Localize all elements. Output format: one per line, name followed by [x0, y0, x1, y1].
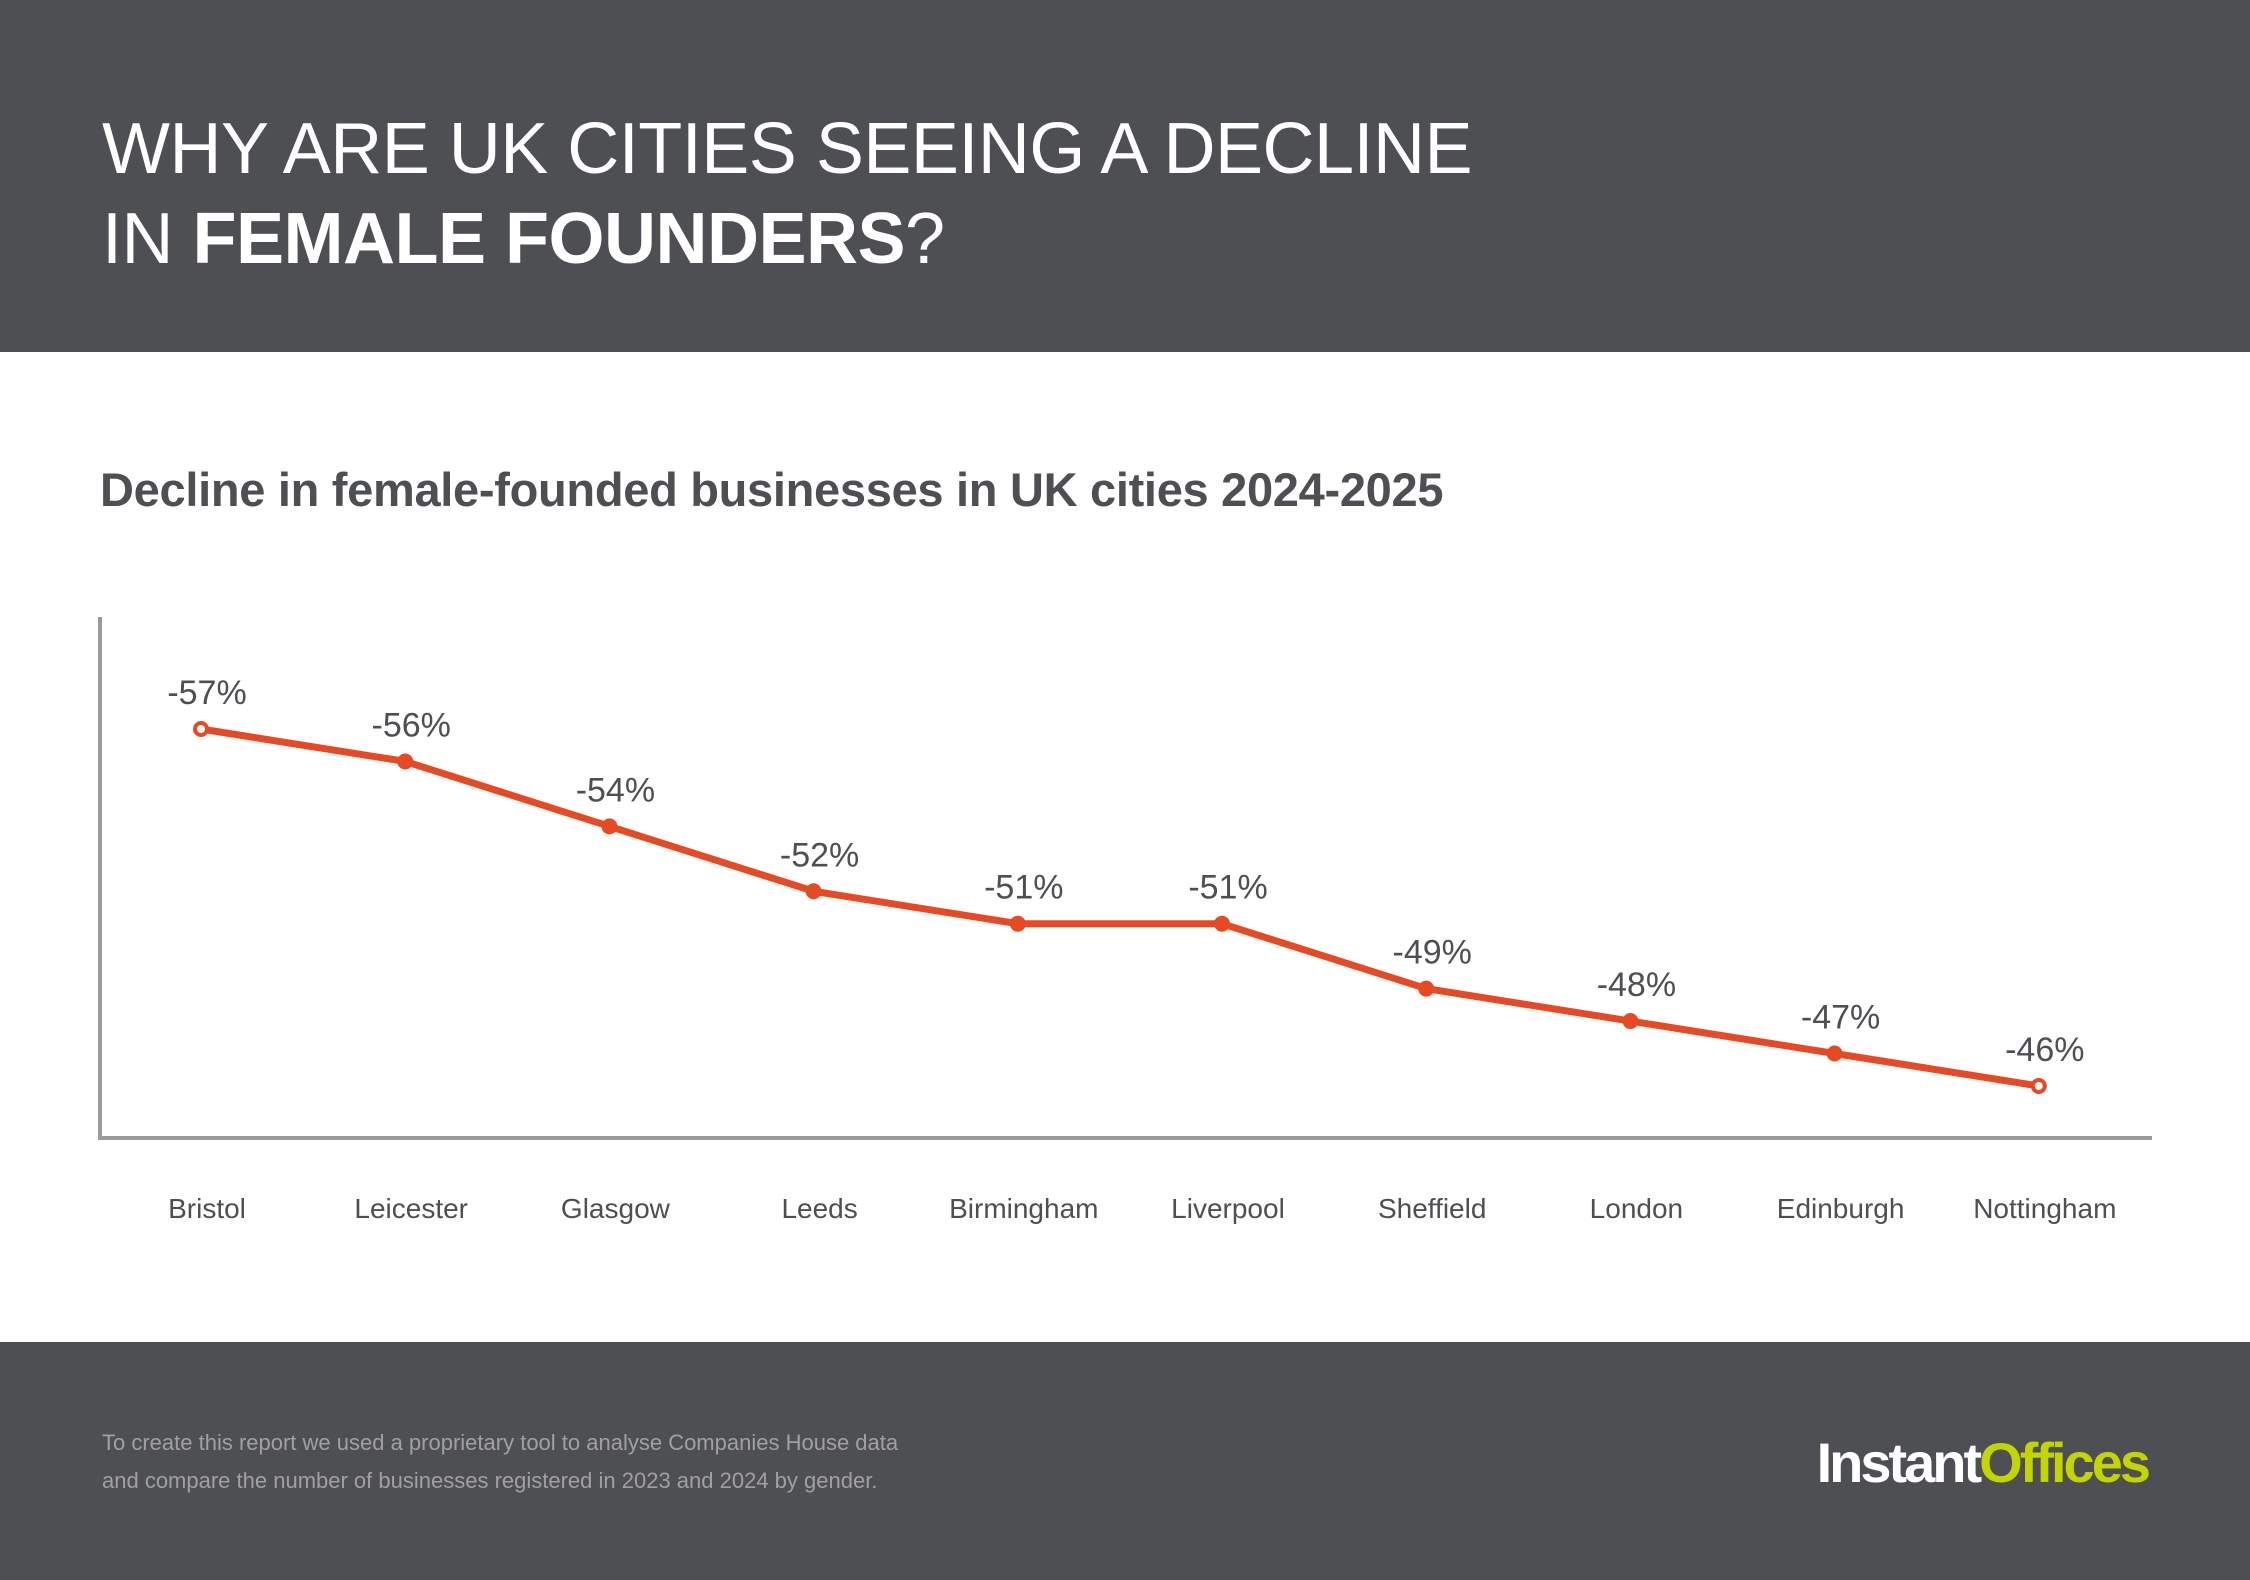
data-label: -57% — [167, 674, 246, 712]
data-point — [397, 753, 414, 770]
x-tick-label: London — [1590, 1193, 1683, 1224]
data-label: -54% — [576, 771, 655, 809]
series-line — [200, 725, 2040, 1090]
data-point — [805, 883, 822, 900]
x-tick-label: Bristol — [168, 1193, 246, 1224]
data-label: -49% — [1393, 934, 1472, 972]
x-tick-label: Edinburgh — [1777, 1193, 1905, 1224]
x-tick-label: Liverpool — [1171, 1193, 1285, 1224]
title-line-2: IN FEMALE FOUNDERS? — [102, 194, 1472, 284]
x-tick-label: Leicester — [354, 1193, 468, 1224]
data-label: -56% — [372, 706, 451, 744]
data-point — [1214, 915, 1230, 932]
x-tick-label: Nottingham — [1973, 1193, 2116, 1224]
x-tick-label: Sheffield — [1378, 1193, 1486, 1224]
data-label: -46% — [2005, 1031, 2084, 1069]
page-title: WHY ARE UK CITIES SEEING A DECLINE IN FE… — [102, 104, 1473, 284]
data-label: -51% — [1188, 869, 1267, 907]
note-line-1: To create this report we used a propriet… — [102, 1430, 899, 1455]
methodology-note: To create this report we used a propriet… — [102, 1424, 898, 1500]
title-line-1: WHY ARE UK CITIES SEEING A DECLINE — [102, 109, 1473, 189]
data-label: -47% — [1801, 999, 1880, 1037]
data-label: -51% — [984, 869, 1063, 907]
title-suffix: ? — [905, 199, 945, 279]
x-tick-label: Leeds — [781, 1193, 857, 1224]
title-prefix: IN — [102, 199, 193, 279]
header-banner: WHY ARE UK CITIES SEEING A DECLINE IN FE… — [0, 0, 2250, 352]
data-point — [193, 721, 209, 737]
logo-part-2: Offices — [1979, 1431, 2151, 1494]
data-point — [601, 818, 618, 835]
note-line-2: and compare the number of businesses reg… — [102, 1468, 878, 1493]
data-point — [2030, 1077, 2047, 1094]
logo-part-1: Instant — [1816, 1431, 1983, 1494]
line-chart: -57% Bristol -56% Leicester -54% Glasgow -52% L… — [98, 617, 2152, 1224]
data-point — [1009, 915, 1026, 932]
instant-offices-logo: InstantOffices — [1816, 1430, 2151, 1495]
data-point — [1622, 1013, 1639, 1030]
data-point — [1826, 1045, 1843, 1062]
data-point — [1418, 980, 1435, 997]
footer: To create this report we used a propriet… — [0, 1342, 2250, 1580]
data-label: -52% — [780, 836, 859, 874]
x-tick-label: Glasgow — [561, 1193, 671, 1224]
data-label: -48% — [1597, 966, 1676, 1004]
chart-title: Decline in female-founded businesses in … — [100, 463, 1444, 516]
x-tick-label: Birmingham — [949, 1193, 1098, 1224]
title-bold: FEMALE FOUNDERS — [192, 199, 906, 279]
